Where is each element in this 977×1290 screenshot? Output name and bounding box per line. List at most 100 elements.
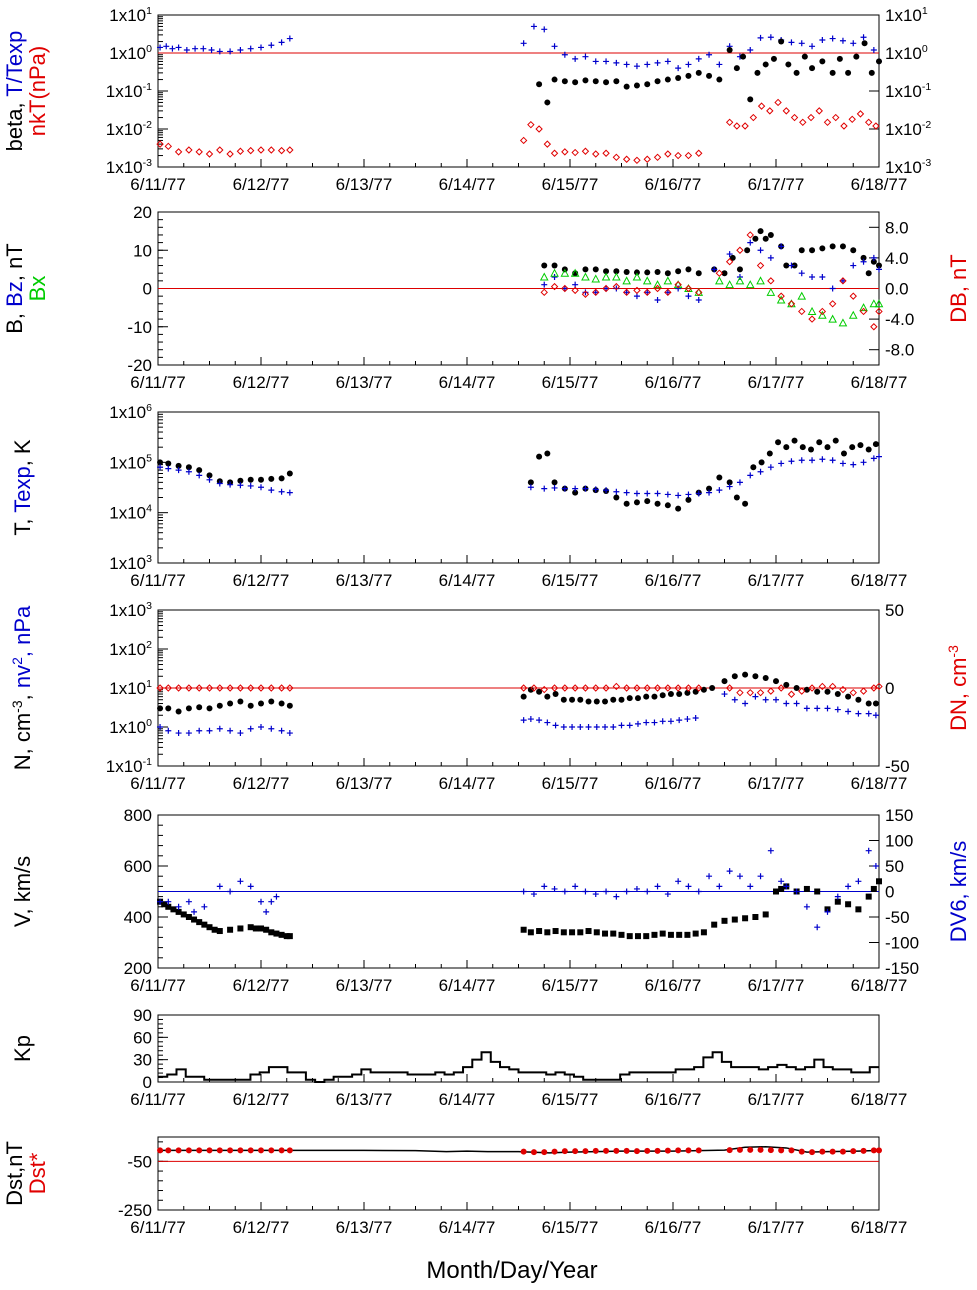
data-point bbox=[853, 53, 860, 60]
data-point bbox=[742, 915, 749, 922]
data-point bbox=[814, 688, 821, 695]
panel-dens: 1x103 1x102 1x101 1x100 1x10-1 50 0 -50 6/11/77 6… bbox=[9, 600, 971, 793]
data-point bbox=[828, 314, 837, 323]
y-tick-label-left: 1x10-2 bbox=[106, 119, 152, 139]
data-point bbox=[664, 150, 672, 158]
data-point bbox=[592, 288, 600, 297]
data-point bbox=[876, 453, 882, 460]
data-point bbox=[592, 1147, 599, 1154]
data-point bbox=[601, 272, 611, 281]
data-point bbox=[860, 1147, 867, 1154]
data-point bbox=[653, 284, 662, 293]
data-point bbox=[226, 684, 234, 692]
data-point bbox=[268, 42, 275, 49]
data-point bbox=[815, 107, 823, 115]
data-point bbox=[762, 696, 769, 703]
y-tick-label-left: 0 bbox=[143, 1073, 152, 1092]
data-point bbox=[560, 268, 570, 277]
data-point bbox=[156, 684, 164, 692]
data-point bbox=[156, 140, 164, 148]
data-point bbox=[818, 307, 827, 316]
data-point bbox=[706, 489, 713, 496]
data-point bbox=[832, 437, 839, 444]
y-tick-label-left: 1x10-1 bbox=[106, 756, 152, 776]
y-tick-label-right: 1x101 bbox=[885, 5, 928, 25]
data-point bbox=[623, 61, 630, 68]
data-point bbox=[675, 74, 682, 81]
data-point bbox=[642, 276, 652, 285]
data-point bbox=[633, 293, 640, 300]
data-point bbox=[268, 725, 275, 732]
data-point bbox=[175, 462, 182, 469]
data-point bbox=[872, 712, 879, 719]
data-point bbox=[582, 485, 589, 492]
data-point bbox=[268, 898, 275, 905]
data-point bbox=[684, 716, 691, 723]
data-point bbox=[551, 1148, 558, 1155]
x-tick-label: 6/17/77 bbox=[748, 1218, 805, 1237]
x-tick-label: 6/14/77 bbox=[439, 571, 496, 590]
data-point bbox=[788, 262, 795, 269]
data-point bbox=[540, 685, 548, 694]
x-tick-label: 6/16/77 bbox=[645, 976, 702, 995]
data-point bbox=[684, 684, 693, 692]
y-tick-label-right: -50 bbox=[885, 908, 910, 927]
data-point bbox=[550, 149, 559, 157]
data-point bbox=[572, 55, 579, 62]
data-point bbox=[560, 696, 567, 703]
data-point bbox=[572, 79, 579, 86]
x-tick-label: 6/18/77 bbox=[851, 571, 908, 590]
data-point bbox=[870, 1147, 877, 1154]
data-point bbox=[626, 695, 633, 702]
data-point bbox=[551, 76, 558, 83]
data-point bbox=[520, 717, 527, 724]
data-point bbox=[767, 231, 774, 238]
data-point bbox=[775, 439, 782, 446]
y-tick-label-right: -4.0 bbox=[885, 310, 914, 329]
data-point bbox=[626, 722, 633, 729]
data-point bbox=[872, 700, 879, 707]
panel-beta: 1x101 1x100 1x10-1 1x10-2 1x10-3 1x101 1x100 1x… bbox=[2, 5, 931, 194]
data-point bbox=[814, 705, 821, 712]
data-point bbox=[603, 285, 610, 292]
data-point bbox=[201, 903, 208, 910]
data-point bbox=[803, 903, 810, 910]
data-point bbox=[267, 684, 276, 692]
data-point bbox=[216, 928, 223, 935]
data-point bbox=[766, 287, 776, 296]
data-point bbox=[552, 722, 559, 729]
data-point bbox=[807, 113, 815, 122]
data-point bbox=[165, 705, 172, 712]
data-point bbox=[185, 1147, 192, 1154]
data-point bbox=[865, 893, 872, 900]
data-point bbox=[676, 717, 683, 724]
data-point bbox=[541, 262, 548, 269]
data-point bbox=[227, 481, 234, 488]
y-tick-label-right: 50 bbox=[885, 857, 904, 876]
data-point bbox=[618, 931, 625, 938]
data-point bbox=[778, 1147, 785, 1154]
x-tick-label: 6/12/77 bbox=[233, 571, 290, 590]
data-point bbox=[778, 878, 785, 885]
data-point bbox=[729, 254, 736, 261]
data-point bbox=[793, 888, 800, 895]
data-point bbox=[550, 282, 559, 291]
data-point bbox=[544, 719, 551, 726]
data-point bbox=[592, 289, 599, 296]
x-tick-label: 6/16/77 bbox=[645, 373, 702, 392]
y-axis-title: Bx bbox=[25, 276, 50, 302]
data-point bbox=[654, 78, 661, 85]
data-point bbox=[206, 705, 213, 712]
data-point bbox=[550, 268, 559, 277]
data-point bbox=[593, 698, 600, 705]
y-tick-label-right: -50 bbox=[885, 757, 910, 776]
data-point bbox=[839, 685, 847, 694]
x-tick-label: 6/12/77 bbox=[233, 175, 290, 194]
y-tick-label-right: 0 bbox=[885, 679, 894, 698]
data-point bbox=[706, 873, 713, 880]
data-point bbox=[185, 914, 192, 920]
data-point bbox=[870, 885, 877, 892]
data-point bbox=[585, 698, 592, 705]
data-point bbox=[767, 277, 775, 285]
data-point bbox=[664, 76, 671, 83]
